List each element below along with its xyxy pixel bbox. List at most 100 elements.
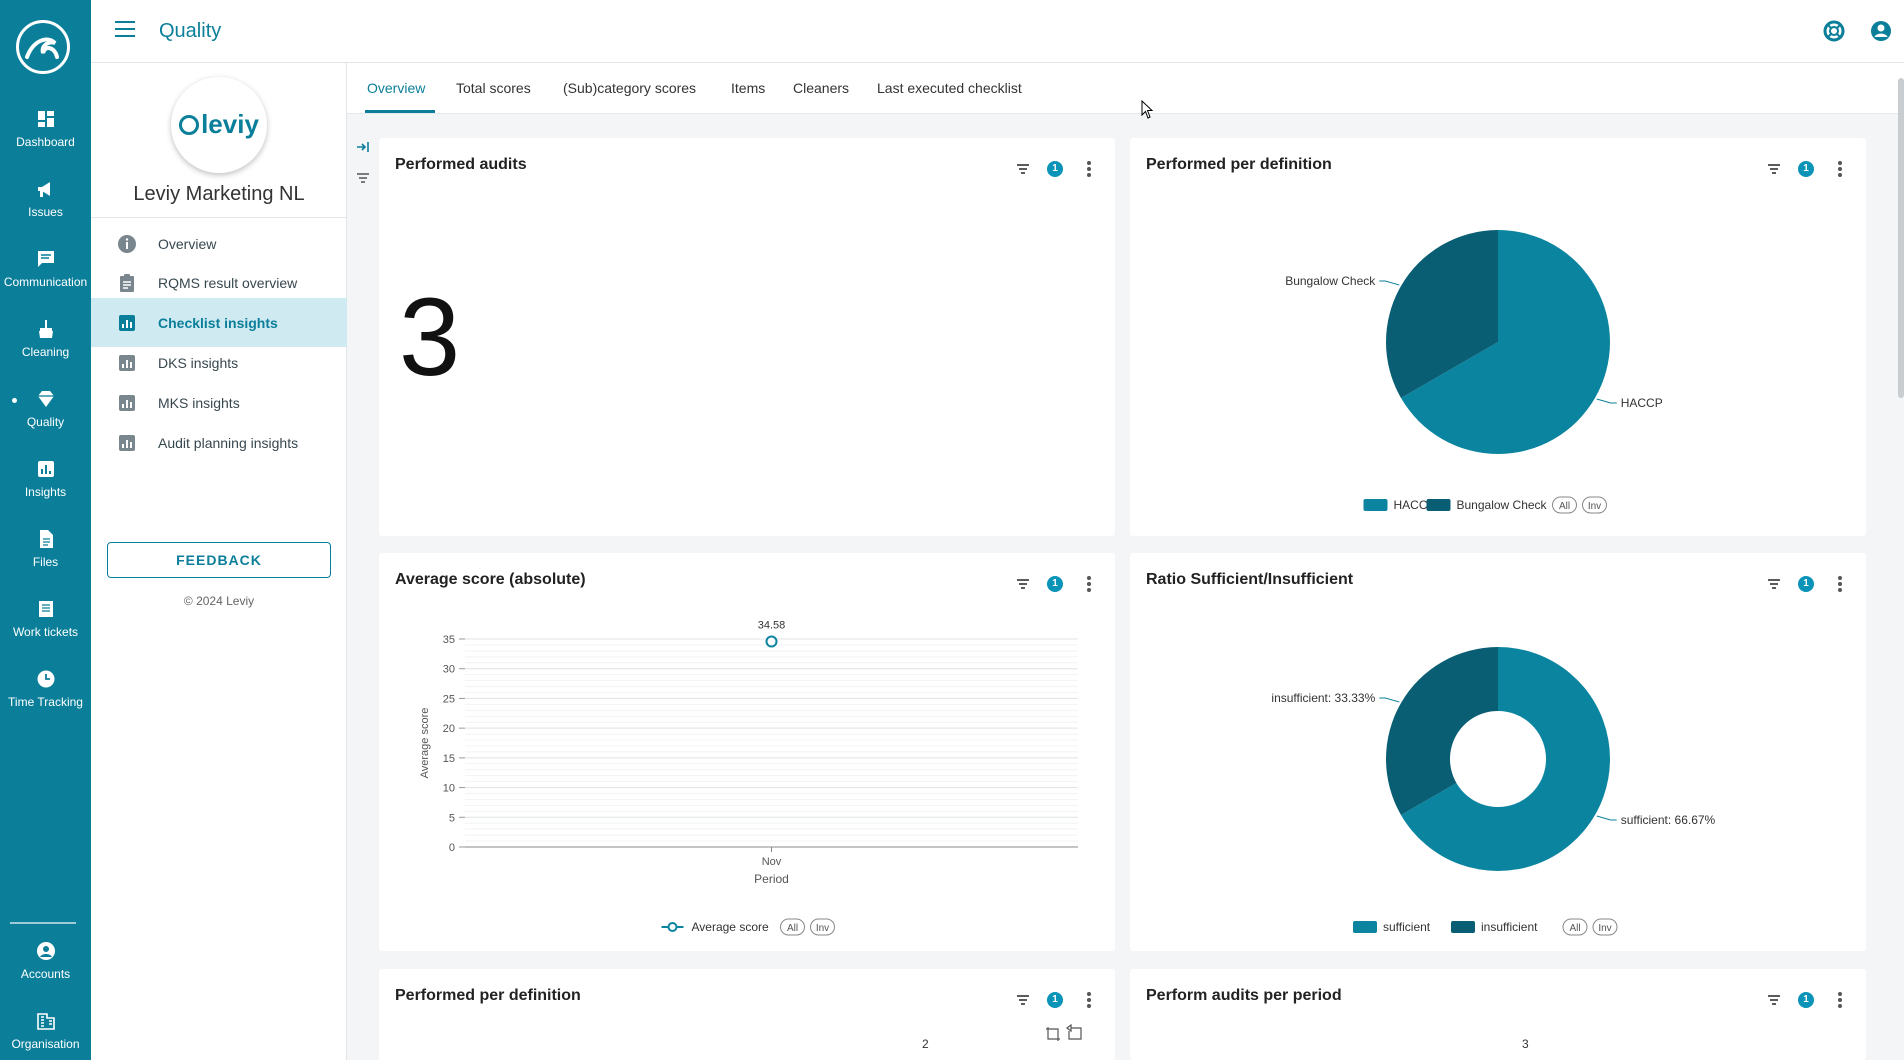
more-vert-icon[interactable] bbox=[1081, 573, 1097, 595]
legend-label: Bungalow Check bbox=[1457, 498, 1548, 512]
y-tick-label: 35 bbox=[443, 634, 455, 646]
rail-item-label: Issues bbox=[28, 205, 63, 219]
zoom-icons[interactable] bbox=[1045, 1024, 1085, 1042]
pie-chart: HACCP Bungalow Check HACCP Bungalow Check Al… bbox=[1285, 230, 1663, 514]
filter-icon[interactable] bbox=[356, 171, 370, 185]
legend-inverse-button[interactable]: Inv bbox=[1592, 918, 1618, 936]
legend-button-label: Inv bbox=[816, 923, 829, 934]
legend-all-button[interactable]: All bbox=[1562, 918, 1588, 936]
tab-bar: Overview Total scores (Sub)category scores… bbox=[347, 63, 1904, 114]
tab-total-scores[interactable]: Total scores bbox=[456, 80, 531, 96]
quality-sidebar: leviy Leviy Marketing NL Overview RQMS re… bbox=[91, 63, 347, 1060]
support-icon[interactable] bbox=[1823, 20, 1845, 42]
card-performed-per-definition-2: Performed per definition 1 2 bbox=[379, 969, 1115, 1060]
card-filter-button[interactable]: 1 bbox=[1015, 573, 1067, 595]
copyright: © 2024 Leviy bbox=[183, 594, 255, 608]
legend-button-label: All bbox=[1559, 501, 1570, 512]
user-account-icon[interactable] bbox=[1870, 20, 1892, 42]
sidebar-item-dks-insights[interactable]: DKS insights bbox=[91, 338, 347, 387]
tab-overview[interactable]: Overview bbox=[367, 80, 426, 96]
filter-icon bbox=[1768, 995, 1780, 1005]
legend-item[interactable]: insufficient bbox=[1451, 920, 1538, 934]
pie-slice-sufficient[interactable] bbox=[1400, 647, 1610, 871]
broom-icon bbox=[38, 320, 53, 338]
pie-slice-label: insufficient: 33.33% bbox=[1271, 691, 1375, 705]
legend-button-label: All bbox=[1569, 923, 1580, 934]
organisation-name: Leviy Marketing NL bbox=[133, 183, 305, 205]
pie-slice-bungalow-check[interactable] bbox=[1386, 230, 1498, 398]
more-vert-icon[interactable] bbox=[1832, 989, 1848, 1011]
megaphone-icon bbox=[37, 182, 50, 197]
rail-item-organisation[interactable]: Organisation bbox=[0, 1011, 91, 1060]
card-filter-button[interactable]: 1 bbox=[1766, 573, 1818, 595]
sidebar-item-checklist-insights[interactable]: Checklist insights bbox=[91, 298, 347, 347]
rail-item-quality[interactable]: Quality bbox=[0, 389, 91, 449]
more-vert-icon[interactable] bbox=[1832, 573, 1848, 595]
tab-last-executed-checklist[interactable]: Last executed checklist bbox=[877, 80, 1022, 96]
sidebar-item-audit-planning-insights[interactable]: Audit planning insights bbox=[91, 418, 347, 467]
rail-item-time-tracking[interactable]: Time Tracking bbox=[0, 669, 91, 729]
card-filter-button[interactable]: 1 bbox=[1766, 158, 1818, 180]
legend-label: insufficient bbox=[1481, 920, 1538, 934]
rail-item-dashboard[interactable]: Dashboard bbox=[0, 109, 91, 169]
more-vert-icon[interactable] bbox=[1832, 158, 1848, 180]
sidebar-item-mks-insights[interactable]: MKS insights bbox=[91, 378, 347, 427]
sidebar-item-label: RQMS result overview bbox=[158, 275, 298, 291]
card-filter-button[interactable]: 1 bbox=[1015, 158, 1067, 180]
sidebar-item-label: Checklist insights bbox=[158, 315, 278, 331]
legend-item[interactable]: HACCP bbox=[1363, 498, 1436, 512]
rail-item-insights[interactable]: Insights bbox=[0, 459, 91, 519]
pie-label-line bbox=[1596, 815, 1617, 821]
rail-item-issues[interactable]: Issues bbox=[0, 179, 91, 239]
y-axis-label: Average score bbox=[419, 708, 431, 779]
rail-divider bbox=[10, 922, 76, 924]
tab-items[interactable]: Items bbox=[731, 80, 766, 96]
more-vert-icon[interactable] bbox=[1081, 158, 1097, 180]
info-icon bbox=[118, 235, 136, 253]
rail-item-accounts[interactable]: Accounts bbox=[0, 941, 91, 1001]
card-filter-button[interactable]: 1 bbox=[1015, 989, 1067, 1011]
legend-item[interactable]: sufficient bbox=[1353, 920, 1431, 934]
collapse-panel-icon[interactable] bbox=[356, 140, 370, 154]
rail-item-cleaning[interactable]: Cleaning bbox=[0, 319, 91, 379]
x-tick-label: Nov bbox=[762, 856, 782, 868]
chart-data-label: 3 bbox=[1522, 1037, 1529, 1051]
account-icon bbox=[36, 942, 55, 960]
legend-label: HACCP bbox=[1394, 498, 1436, 512]
pie-slice-insufficient[interactable] bbox=[1386, 647, 1498, 815]
rail-item-label: Time Tracking bbox=[8, 695, 83, 709]
legend-inverse-button[interactable]: Inv bbox=[1582, 496, 1607, 514]
tab-sub-category-scores[interactable]: (Sub)category scores bbox=[563, 80, 697, 96]
more-vert-icon[interactable] bbox=[1081, 989, 1097, 1011]
chart-icon bbox=[37, 461, 54, 477]
sidebar-item-overview[interactable]: Overview bbox=[91, 219, 347, 268]
diamond-icon bbox=[37, 391, 54, 407]
legend-inverse-button[interactable]: Inv bbox=[810, 918, 835, 936]
dashboard-icon bbox=[37, 111, 54, 127]
clipboard-icon bbox=[120, 274, 134, 292]
legend-item[interactable]: Average score bbox=[661, 920, 769, 934]
pie-slice-haccp[interactable] bbox=[1401, 230, 1610, 454]
y-tick-label: 10 bbox=[443, 783, 455, 795]
sidebar-item-label: Overview bbox=[158, 236, 217, 252]
sidebar-item-rqms-result-overview[interactable]: RQMS result overview bbox=[91, 258, 347, 307]
filter-count-badge: 1 bbox=[1047, 992, 1063, 1008]
rail-item-communication[interactable]: Communication bbox=[0, 249, 91, 309]
menu-icon[interactable] bbox=[115, 21, 135, 39]
pie-label-line bbox=[1379, 280, 1400, 286]
legend-all-button[interactable]: All bbox=[1552, 496, 1577, 514]
legend-all-button[interactable]: All bbox=[780, 918, 805, 936]
ticket-icon bbox=[38, 601, 53, 617]
card-filter-button[interactable]: 1 bbox=[1766, 989, 1818, 1011]
line-chart: 0 5 10 15 20 25 30 35 Nov 34.58 Period Average scor… bbox=[419, 619, 1078, 936]
legend-item[interactable]: Bungalow Check bbox=[1426, 498, 1548, 512]
leviy-logo-icon[interactable] bbox=[16, 20, 70, 74]
data-point[interactable] bbox=[765, 635, 778, 648]
rail-item-work-tickets[interactable]: Work tickets bbox=[0, 599, 91, 659]
insights-icon bbox=[119, 395, 135, 411]
feedback-button[interactable]: FEEDBACK bbox=[107, 542, 331, 578]
rail-item-files[interactable]: Files bbox=[0, 529, 91, 589]
tab-cleaners[interactable]: Cleaners bbox=[793, 80, 850, 96]
filter-count-badge: 1 bbox=[1798, 161, 1814, 177]
scrollbar[interactable] bbox=[1898, 78, 1904, 398]
